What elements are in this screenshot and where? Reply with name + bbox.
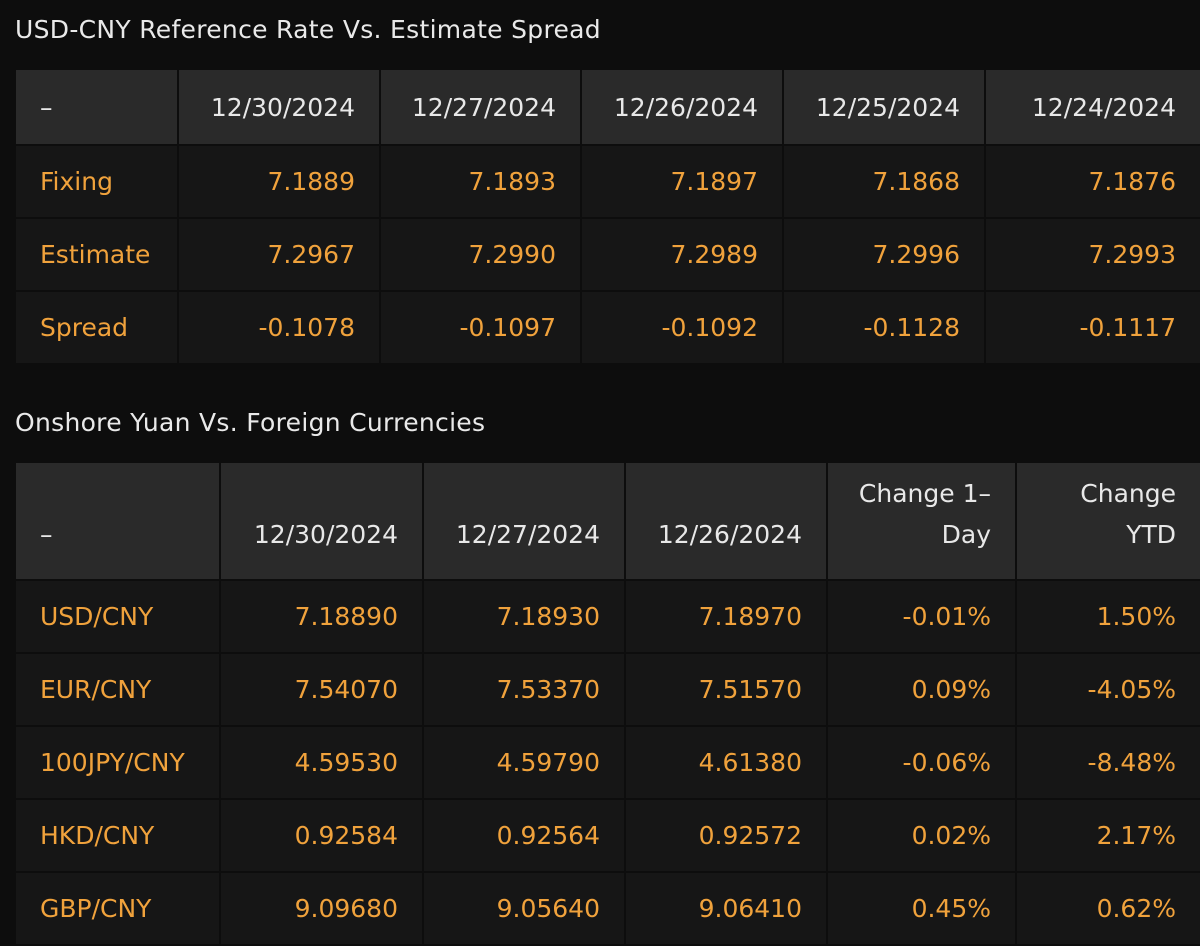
table-cell: 7.2993 (984, 217, 1200, 292)
table-cell: -0.1097 (379, 290, 582, 365)
table-cell: 7.18970 (624, 579, 828, 654)
table-row-hkd-cny: HKD/CNY 0.92584 0.92564 0.92572 0.02% 2.… (14, 798, 1200, 873)
table-cell: 7.54070 (219, 652, 424, 727)
table-cell: 4.59790 (422, 725, 626, 800)
column-header: 12/27/2024 (422, 461, 626, 581)
table-cell: 7.18930 (422, 579, 626, 654)
table-cell: 7.2996 (782, 217, 986, 292)
table-cell: 0.02% (826, 798, 1017, 873)
reference-rate-table: – 12/30/2024 12/27/2024 12/26/2024 12/25… (14, 68, 1200, 365)
row-label: USD/CNY (14, 579, 221, 654)
table-cell: 4.59530 (219, 725, 424, 800)
table-cell: 7.2990 (379, 217, 582, 292)
table-cell: 0.92584 (219, 798, 424, 873)
table-row-gbp-cny: GBP/CNY 9.09680 9.05640 9.06410 0.45% 0.… (14, 871, 1200, 946)
table-cell: -0.06% (826, 725, 1017, 800)
column-header: 12/30/2024 (219, 461, 424, 581)
table-cell: 7.51570 (624, 652, 828, 727)
table-cell: 4.61380 (624, 725, 828, 800)
table-cell: 7.2989 (580, 217, 784, 292)
table-row-eur-cny: EUR/CNY 7.54070 7.53370 7.51570 0.09% -4… (14, 652, 1200, 727)
table-row-fixing: Fixing 7.1889 7.1893 7.1897 7.1868 7.187… (14, 144, 1200, 219)
table-cell: 9.05640 (422, 871, 626, 946)
table-row-usd-cny: USD/CNY 7.18890 7.18930 7.18970 -0.01% 1… (14, 579, 1200, 654)
row-label: Estimate (14, 217, 179, 292)
row-label: Fixing (14, 144, 179, 219)
column-header: 12/30/2024 (177, 68, 381, 146)
table-cell: 7.1868 (782, 144, 986, 219)
table-cell: 1.50% (1015, 579, 1200, 654)
table-cell: -8.48% (1015, 725, 1200, 800)
row-label: 100JPY/CNY (14, 725, 221, 800)
table-cell: 0.92572 (624, 798, 828, 873)
row-label: Spread (14, 290, 179, 365)
table-cell: 9.09680 (219, 871, 424, 946)
reference-rate-title: USD-CNY Reference Rate Vs. Estimate Spre… (15, 15, 601, 44)
table-cell: 9.06410 (624, 871, 828, 946)
table-header-row: – 12/30/2024 12/27/2024 12/26/2024 Chang… (14, 461, 1200, 581)
table-cell: -0.1117 (984, 290, 1200, 365)
corner-cell: – (14, 68, 179, 146)
row-label: HKD/CNY (14, 798, 221, 873)
table-cell: 7.1889 (177, 144, 381, 219)
table-cell: 7.1897 (580, 144, 784, 219)
column-header: 12/26/2024 (580, 68, 784, 146)
column-header: 12/24/2024 (984, 68, 1200, 146)
table-cell: 7.1876 (984, 144, 1200, 219)
table-cell: 0.62% (1015, 871, 1200, 946)
table-cell: 7.18890 (219, 579, 424, 654)
table-row-100jpy-cny: 100JPY/CNY 4.59530 4.59790 4.61380 -0.06… (14, 725, 1200, 800)
onshore-yuan-table: – 12/30/2024 12/27/2024 12/26/2024 Chang… (14, 461, 1200, 946)
table-cell: -0.1128 (782, 290, 986, 365)
row-label: GBP/CNY (14, 871, 221, 946)
table-row-estimate: Estimate 7.2967 7.2990 7.2989 7.2996 7.2… (14, 217, 1200, 292)
table-cell: -0.1092 (580, 290, 784, 365)
table-cell: 2.17% (1015, 798, 1200, 873)
table-cell: 7.53370 (422, 652, 626, 727)
table-cell: 7.2967 (177, 217, 381, 292)
table-row-spread: Spread -0.1078 -0.1097 -0.1092 -0.1128 -… (14, 290, 1200, 365)
corner-cell: – (14, 461, 221, 581)
row-label: EUR/CNY (14, 652, 221, 727)
table-cell: -4.05% (1015, 652, 1200, 727)
column-header: Change YTD (1015, 461, 1200, 581)
column-header: 12/26/2024 (624, 461, 828, 581)
table-cell: 0.09% (826, 652, 1017, 727)
column-header: Change 1–Day (826, 461, 1017, 581)
table-cell: 0.45% (826, 871, 1017, 946)
onshore-yuan-title: Onshore Yuan Vs. Foreign Currencies (15, 408, 486, 437)
table-cell: -0.1078 (177, 290, 381, 365)
table-cell: 0.92564 (422, 798, 626, 873)
table-cell: 7.1893 (379, 144, 582, 219)
table-cell: -0.01% (826, 579, 1017, 654)
column-header: 12/25/2024 (782, 68, 986, 146)
table-header-row: – 12/30/2024 12/27/2024 12/26/2024 12/25… (14, 68, 1200, 146)
column-header: 12/27/2024 (379, 68, 582, 146)
